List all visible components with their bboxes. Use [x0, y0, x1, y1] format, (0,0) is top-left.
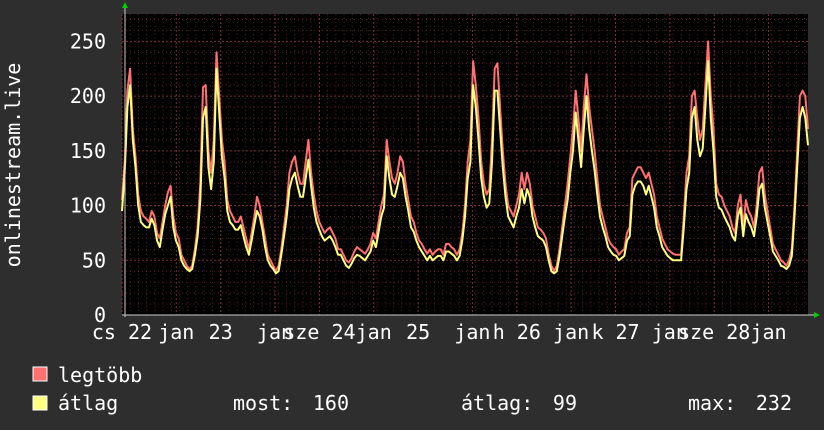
y-tick-labels: 0 50 100 150 200 250: [70, 29, 106, 327]
x-tick-label: jan: [454, 320, 490, 344]
x-tick-label: k 27: [591, 320, 639, 344]
plot-area: [122, 14, 808, 315]
stat-atlag-label: átlag:: [461, 391, 533, 415]
series-line-atlag: [121, 60, 809, 275]
x-tick-label: cs 22: [92, 320, 152, 344]
stat-most-value: 160: [313, 391, 349, 415]
series-layer: [121, 40, 809, 275]
legend: legtöbb átlag most: 160 átlag: 99 max: 2…: [32, 363, 792, 415]
y-tick-label: 200: [70, 84, 106, 108]
legend-item-legtobb: legtöbb: [32, 363, 142, 387]
legend-swatch-atlag: [32, 395, 48, 411]
y-axis-arrow: [122, 2, 128, 8]
x-tick-label: 25: [406, 320, 430, 344]
y-tick-label: 0: [94, 303, 106, 327]
legend-label-atlag: átlag: [58, 391, 118, 415]
x-tick-label: sze 24: [283, 320, 355, 344]
x-tick-label: jan: [257, 320, 293, 344]
x-tick-label: jan: [750, 320, 786, 344]
y-tick-label: 250: [70, 29, 106, 53]
stat-atlag-value: 99: [553, 391, 577, 415]
axes: [122, 2, 820, 318]
stat-max-value: 232: [756, 391, 792, 415]
y-tick-label: 150: [70, 139, 106, 163]
x-tick-label: jan: [158, 320, 194, 344]
legend-item-atlag: átlag: [32, 391, 118, 415]
y-axis-label: onlinestream.live: [1, 63, 25, 268]
y-tick-label: 50: [82, 248, 106, 272]
legend-label-legtobb: legtöbb: [58, 363, 142, 387]
x-tick-label: jan: [553, 320, 589, 344]
stats: most: 160 átlag: 99 max: 232: [233, 391, 792, 415]
x-tick-label: jan: [652, 320, 688, 344]
stat-max-label: max:: [688, 391, 736, 415]
y-tick-label: 100: [70, 194, 106, 218]
x-tick-label: 23: [209, 320, 233, 344]
stat-most-label: most:: [233, 391, 293, 415]
x-tick-label: sze 28: [678, 320, 750, 344]
x-axis-arrow: [814, 312, 820, 318]
x-tick-label: h 26: [493, 320, 541, 344]
legend-swatch-legtobb: [32, 366, 48, 382]
x-tick-label: jan: [356, 320, 392, 344]
